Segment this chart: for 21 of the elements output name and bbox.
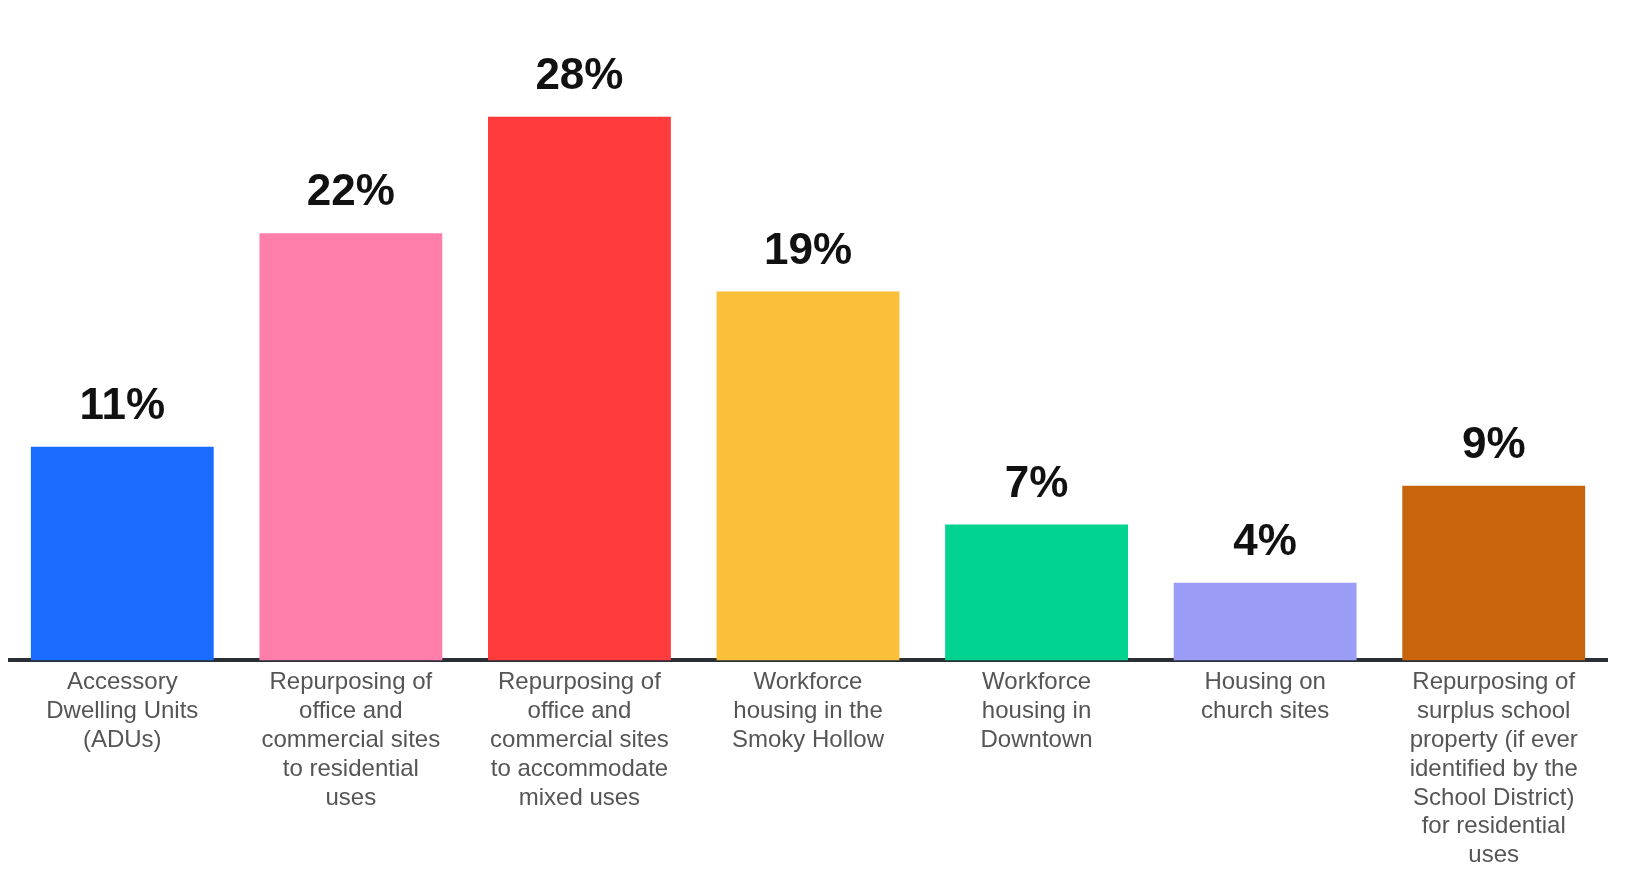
bar	[945, 524, 1128, 661]
x-tick-label: Housing on church sites	[1201, 667, 1330, 724]
data-label: 7%	[1004, 456, 1069, 506]
x-tick-label: Repurposing of office and commercial sites to residential uses	[261, 667, 441, 810]
data-label: 4%	[1233, 514, 1297, 564]
x-tick-label: Repurposing of surplus school property (if ever identified by the School District) for residential uses	[1409, 667, 1578, 868]
bar	[1173, 582, 1357, 661]
bar	[1402, 485, 1586, 661]
bar	[488, 116, 671, 661]
data-label: 9%	[1461, 417, 1526, 467]
data-label: 19%	[763, 223, 853, 273]
data-label: 11%	[79, 378, 166, 428]
x-tick-label: Accessory Dwelling Units (ADUs)	[46, 667, 199, 753]
data-label: 22%	[306, 165, 395, 215]
x-tick-label: Repurposing of office and commercial sites to accommodate mixed uses	[490, 667, 669, 810]
x-tick-label: Workforce housing in Downtown	[980, 667, 1093, 753]
bar	[259, 233, 443, 661]
data-label: 28%	[535, 48, 624, 98]
bar	[30, 446, 214, 661]
x-tick-label: Workforce housing in the Smoky Hollow	[731, 667, 885, 753]
bar	[716, 291, 900, 661]
